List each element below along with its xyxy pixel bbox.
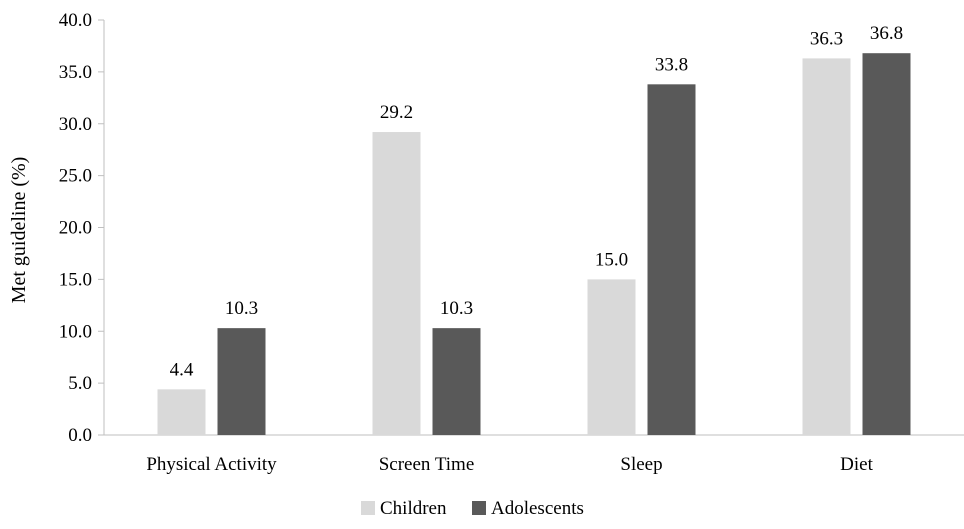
y-tick-label: 15.0 (59, 269, 92, 290)
data-labels: 4.4 10.3 29.2 10.3 15.0 33.8 36.3 36.8 (170, 23, 904, 380)
bar-children-sleep (587, 279, 636, 435)
bar-adolescents-sleep (647, 84, 696, 435)
data-label: 36.8 (870, 23, 903, 44)
bars (157, 53, 911, 436)
bar-children-screen-time (372, 132, 421, 436)
data-label: 4.4 (170, 359, 194, 380)
y-tick-label: 40.0 (59, 10, 92, 31)
category-labels: Physical Activity Screen Time Sleep Diet (146, 454, 873, 475)
bar-adolescents-screen-time (432, 328, 481, 435)
data-label: 15.0 (595, 249, 628, 270)
legend-label: Children (380, 498, 447, 519)
x-tick-label: Diet (840, 454, 873, 475)
y-tick-label: 25.0 (59, 166, 92, 187)
bar-adolescents-physical-activity (217, 328, 266, 435)
y-tick-label: 5.0 (68, 373, 92, 394)
x-tick-label: Sleep (620, 454, 662, 475)
x-tick-label: Physical Activity (146, 454, 277, 475)
y-tick-label: 10.0 (59, 321, 92, 342)
y-tick-label: 20.0 (59, 218, 92, 239)
y-tick-label: 0.0 (68, 425, 92, 446)
data-label: 36.3 (810, 28, 843, 49)
y-axis-ticks: 0.0 5.0 10.0 15.0 20.0 25.0 30.0 35.0 40.0 (59, 10, 104, 446)
data-label: 29.2 (380, 102, 413, 123)
legend-swatch (361, 501, 375, 515)
y-axis-title: Met guideline (%) (8, 157, 30, 304)
data-label: 10.3 (225, 298, 258, 319)
y-tick-label: 30.0 (59, 114, 92, 135)
data-label: 33.8 (655, 54, 688, 75)
legend-swatch (472, 501, 486, 515)
data-label: 10.3 (440, 298, 473, 319)
bar-adolescents-diet (862, 53, 911, 435)
legend-label: Adolescents (491, 498, 584, 519)
bar-children-diet (802, 58, 851, 435)
x-tick-label: Screen Time (379, 454, 475, 475)
bar-children-physical-activity (157, 389, 206, 435)
legend: Children Adolescents (361, 498, 584, 519)
y-tick-label: 35.0 (59, 62, 92, 83)
